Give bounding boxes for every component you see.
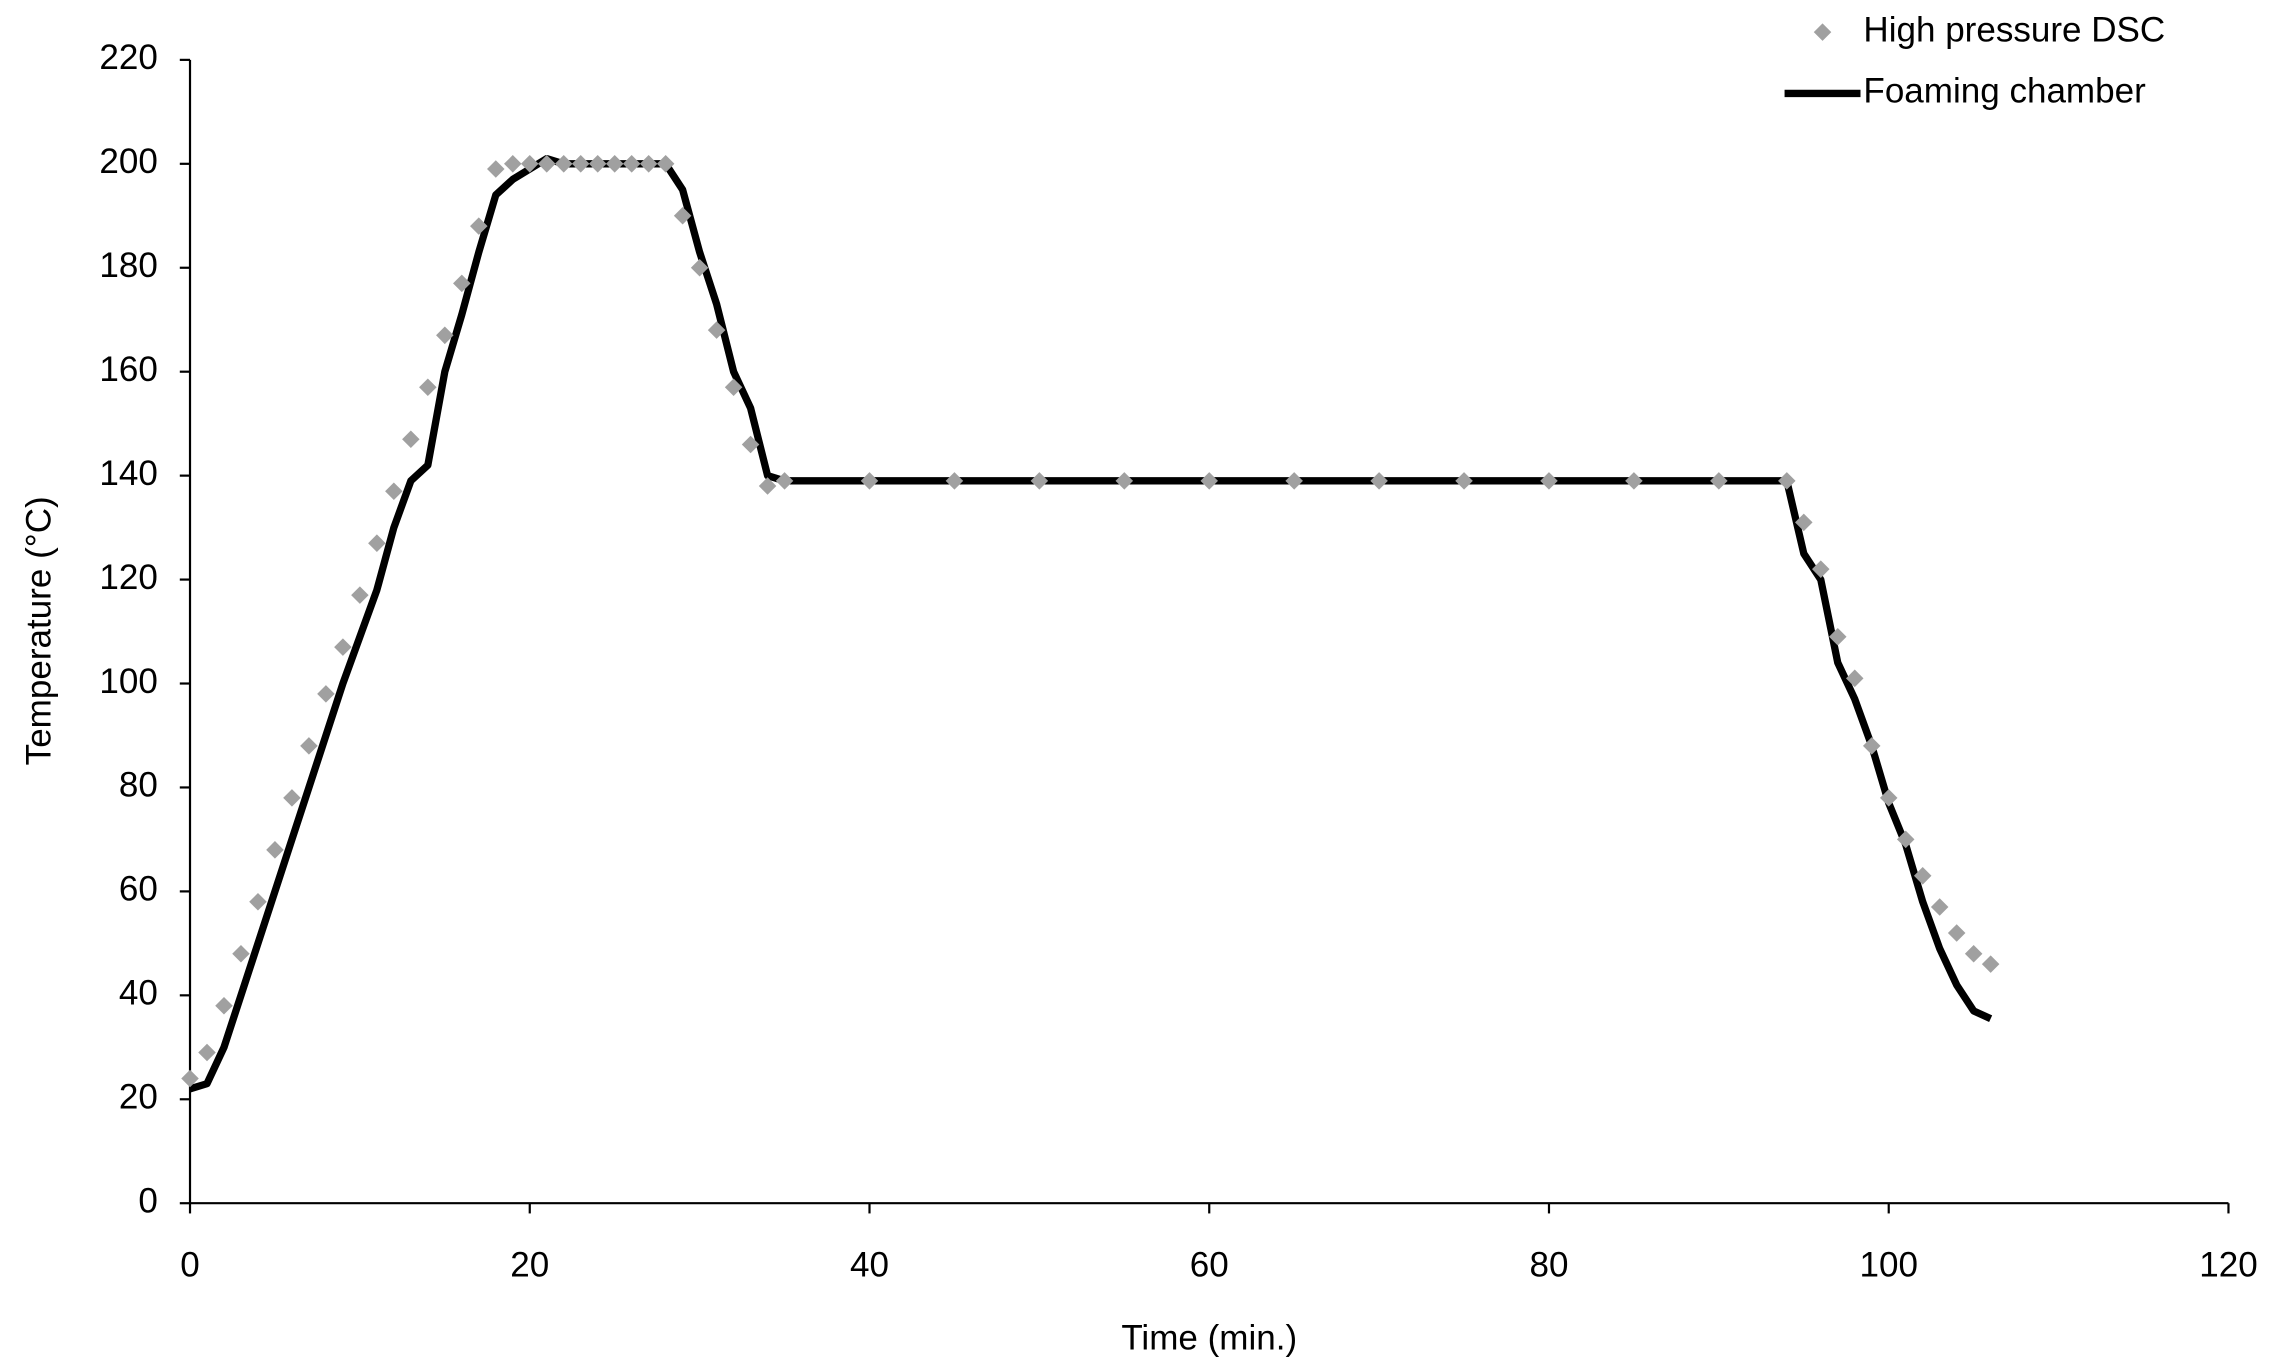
data-point (571, 155, 590, 173)
data-point (402, 430, 420, 449)
data-point (588, 155, 607, 173)
data-point (249, 893, 267, 911)
data-point (215, 996, 233, 1015)
data-point (1879, 789, 1898, 807)
data-point (622, 155, 641, 173)
data-point (554, 155, 573, 173)
data-point (1370, 472, 1388, 490)
data-point (741, 435, 760, 454)
y-tick-label: 220 (99, 38, 157, 77)
data-point (487, 160, 505, 178)
y-tick-label: 140 (99, 454, 157, 493)
y-tick-label: 120 (99, 558, 157, 597)
data-point (775, 472, 794, 490)
data-point (1455, 472, 1473, 490)
x-tick-label: 20 (510, 1246, 549, 1285)
y-tick-label: 60 (119, 870, 158, 909)
data-point (1981, 955, 2000, 973)
data-point (1964, 944, 1983, 963)
x-tick-label: 80 (1529, 1246, 1568, 1285)
x-tick-label: 40 (850, 1246, 889, 1285)
legend-label: High pressure DSC (1863, 10, 2165, 49)
x-tick-label: 0 (180, 1246, 199, 1285)
data-point (317, 685, 335, 703)
data-point (605, 155, 624, 173)
data-point (1913, 867, 1932, 885)
data-point (1896, 830, 1915, 849)
data-point (334, 638, 352, 656)
x-axis-label: Time (min.) (1121, 1319, 1297, 1358)
data-point (1947, 924, 1966, 942)
data-point (1930, 898, 1949, 916)
y-tick-label: 200 (99, 142, 157, 181)
data-point (266, 841, 284, 859)
legend-marker (1813, 23, 1832, 41)
data-point (300, 737, 318, 755)
data-point (1200, 472, 1219, 490)
y-axis-label: Temperature (°C) (19, 496, 58, 765)
data-line (188, 154, 1993, 1093)
data-point (198, 1043, 216, 1062)
data-point (860, 472, 879, 490)
data-point (1778, 472, 1796, 490)
data-point (1812, 560, 1830, 578)
data-point (1030, 472, 1049, 490)
data-point (1285, 472, 1303, 490)
data-point (1710, 472, 1728, 490)
data-point (283, 789, 301, 807)
y-tick-label: 0 (138, 1181, 157, 1220)
data-point (385, 482, 403, 500)
data-point (656, 155, 675, 173)
data-point (1115, 472, 1134, 490)
data-point (419, 378, 437, 397)
data-point (351, 586, 369, 604)
data-point (504, 155, 522, 173)
y-tick-label: 40 (119, 974, 158, 1013)
y-tick-label: 160 (99, 350, 157, 389)
y-tick-label: 80 (119, 766, 158, 805)
y-tick-label: 20 (119, 1078, 158, 1117)
data-point (368, 534, 386, 552)
data-point (1845, 669, 1864, 688)
data-point (1625, 472, 1643, 490)
x-tick-label: 120 (2199, 1246, 2257, 1285)
data-point (1862, 737, 1881, 755)
x-tick-label: 100 (1860, 1246, 1918, 1285)
data-point (453, 274, 471, 293)
data-point (232, 944, 250, 963)
data-point (470, 217, 488, 235)
data-point (436, 326, 454, 345)
y-tick-label: 180 (99, 246, 157, 285)
data-point (181, 1069, 199, 1088)
x-tick-label: 60 (1190, 1246, 1229, 1285)
data-point (1540, 472, 1558, 490)
data-point (758, 477, 777, 495)
y-tick-label: 100 (99, 662, 157, 701)
data-point (945, 472, 964, 490)
data-point (673, 207, 692, 225)
legend-label: Foaming chamber (1863, 72, 2146, 111)
data-point (639, 155, 658, 173)
